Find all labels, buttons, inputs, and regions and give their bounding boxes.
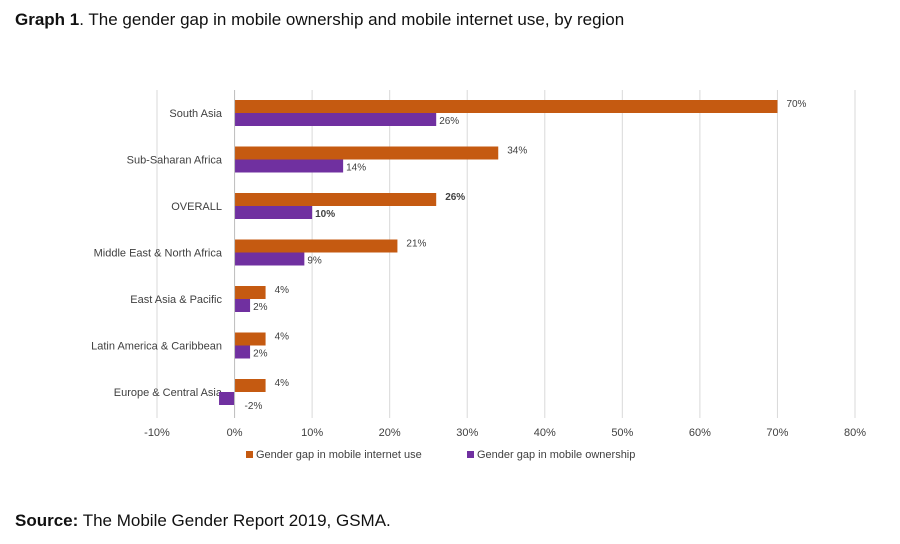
x-tick-label: 70% — [766, 427, 788, 439]
x-tick-label: -10% — [144, 427, 170, 439]
x-tick-label: 30% — [456, 427, 478, 439]
data-label-ownership: 26% — [439, 116, 459, 127]
category-label: Middle East & North Africa — [94, 248, 223, 260]
bar-ownership — [234, 345, 251, 359]
category-label: East Asia & Pacific — [130, 294, 222, 306]
bar-internet-use — [234, 379, 266, 392]
data-label-ownership: 10% — [315, 209, 335, 220]
x-tick-label: 40% — [534, 427, 556, 439]
x-tick-label: 60% — [689, 427, 711, 439]
data-label-ownership: 14% — [346, 163, 366, 174]
data-label-internet-use: 4% — [275, 378, 290, 389]
x-tick-label: 0% — [227, 427, 243, 439]
data-label-internet-use: 70% — [786, 99, 806, 110]
category-label: Latin America & Caribbean — [91, 341, 222, 353]
bar-internet-use — [234, 193, 437, 206]
x-tick-label: 20% — [379, 427, 401, 439]
bar-internet-use — [234, 286, 266, 299]
category-label: South Asia — [169, 108, 222, 120]
data-label-ownership: 9% — [307, 256, 322, 267]
bar-internet-use — [234, 100, 778, 113]
data-label-internet-use: 26% — [445, 192, 465, 203]
chart-title: Graph 1. The gender gap in mobile owners… — [15, 10, 624, 30]
data-label-ownership: -2% — [245, 401, 263, 412]
source-note: Source: The Mobile Gender Report 2019, G… — [15, 511, 391, 531]
bar-ownership — [234, 299, 251, 312]
chart-title-prefix: Graph 1 — [15, 10, 80, 29]
bar-ownership — [219, 392, 235, 405]
bar-internet-use — [234, 239, 398, 253]
data-label-internet-use: 4% — [275, 332, 290, 343]
data-label-ownership: 2% — [253, 302, 268, 313]
bar-ownership — [234, 159, 344, 173]
bar-internet-use — [234, 332, 266, 346]
category-label: Europe & Central Asia — [114, 387, 223, 399]
data-label-ownership: 2% — [253, 349, 268, 360]
data-label-internet-use: 4% — [275, 285, 290, 296]
category-label: Sub-Saharan Africa — [127, 155, 223, 167]
bar-ownership — [234, 252, 305, 266]
bar-internet-use — [234, 146, 499, 160]
data-label-internet-use: 34% — [507, 146, 527, 157]
legend-swatch-internet-use — [246, 451, 253, 458]
x-tick-label: 80% — [844, 427, 866, 439]
source-text: The Mobile Gender Report 2019, GSMA. — [78, 511, 391, 530]
source-prefix: Source: — [15, 511, 79, 530]
category-label: OVERALL — [171, 201, 222, 213]
chart-title-text: . The gender gap in mobile ownership and… — [79, 10, 625, 29]
data-label-internet-use: 21% — [406, 239, 426, 250]
legend-label-ownership: Gender gap in mobile ownership — [477, 449, 635, 461]
x-tick-label: 10% — [301, 427, 323, 439]
bar-ownership — [234, 113, 437, 126]
x-tick-label: 50% — [611, 427, 633, 439]
legend-swatch-ownership — [467, 451, 474, 458]
bar-ownership — [234, 206, 313, 219]
legend-label-internet-use: Gender gap in mobile internet use — [256, 449, 422, 461]
